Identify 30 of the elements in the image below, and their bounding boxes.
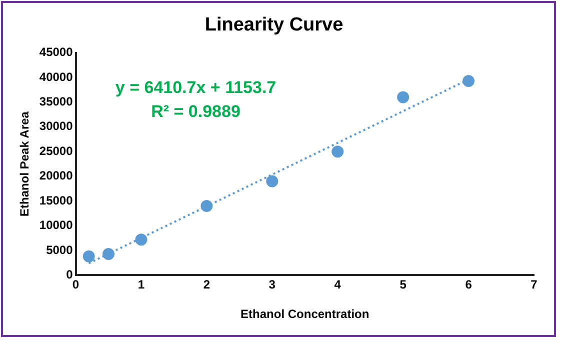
point bbox=[462, 74, 475, 87]
point bbox=[102, 248, 114, 260]
chart-title: Linearity Curve bbox=[204, 14, 344, 36]
y-tick-label: 45000 bbox=[39, 45, 74, 60]
x-tick-label: 1 bbox=[138, 278, 145, 292]
x-tick-label: 7 bbox=[530, 278, 538, 292]
x-tick-label: 5 bbox=[400, 278, 407, 292]
y-tick-label: 20000 bbox=[39, 168, 74, 183]
y-tick-label: 30000 bbox=[39, 119, 74, 134]
point bbox=[397, 91, 410, 104]
y-tick-label: 40000 bbox=[39, 70, 74, 84]
x-axis-title: Ethanol Concentration bbox=[240, 307, 370, 322]
x-tick-label: 3 bbox=[268, 278, 276, 292]
y-tick-label: 35000 bbox=[39, 94, 74, 109]
x-tick-label: 2 bbox=[203, 278, 210, 292]
point bbox=[332, 146, 344, 158]
annotation: R² = 0.9889 bbox=[151, 102, 240, 121]
point bbox=[266, 175, 278, 188]
y-tick-label: 15000 bbox=[39, 193, 74, 208]
point bbox=[82, 250, 95, 262]
x-tick-label: 6 bbox=[465, 278, 472, 292]
y-tick-label: 5000 bbox=[46, 242, 74, 257]
point bbox=[135, 234, 148, 246]
point bbox=[200, 200, 213, 212]
y-tick-label: 10000 bbox=[39, 218, 74, 232]
annotation: y = 6410.7x + 1153.7 bbox=[115, 78, 276, 97]
x-tick-label: 4 bbox=[334, 278, 342, 292]
y-axis-title: Ethanol Peak Area bbox=[18, 111, 32, 216]
y-tick-label: 25000 bbox=[39, 144, 74, 158]
y-tick-label: 0 bbox=[66, 268, 74, 282]
